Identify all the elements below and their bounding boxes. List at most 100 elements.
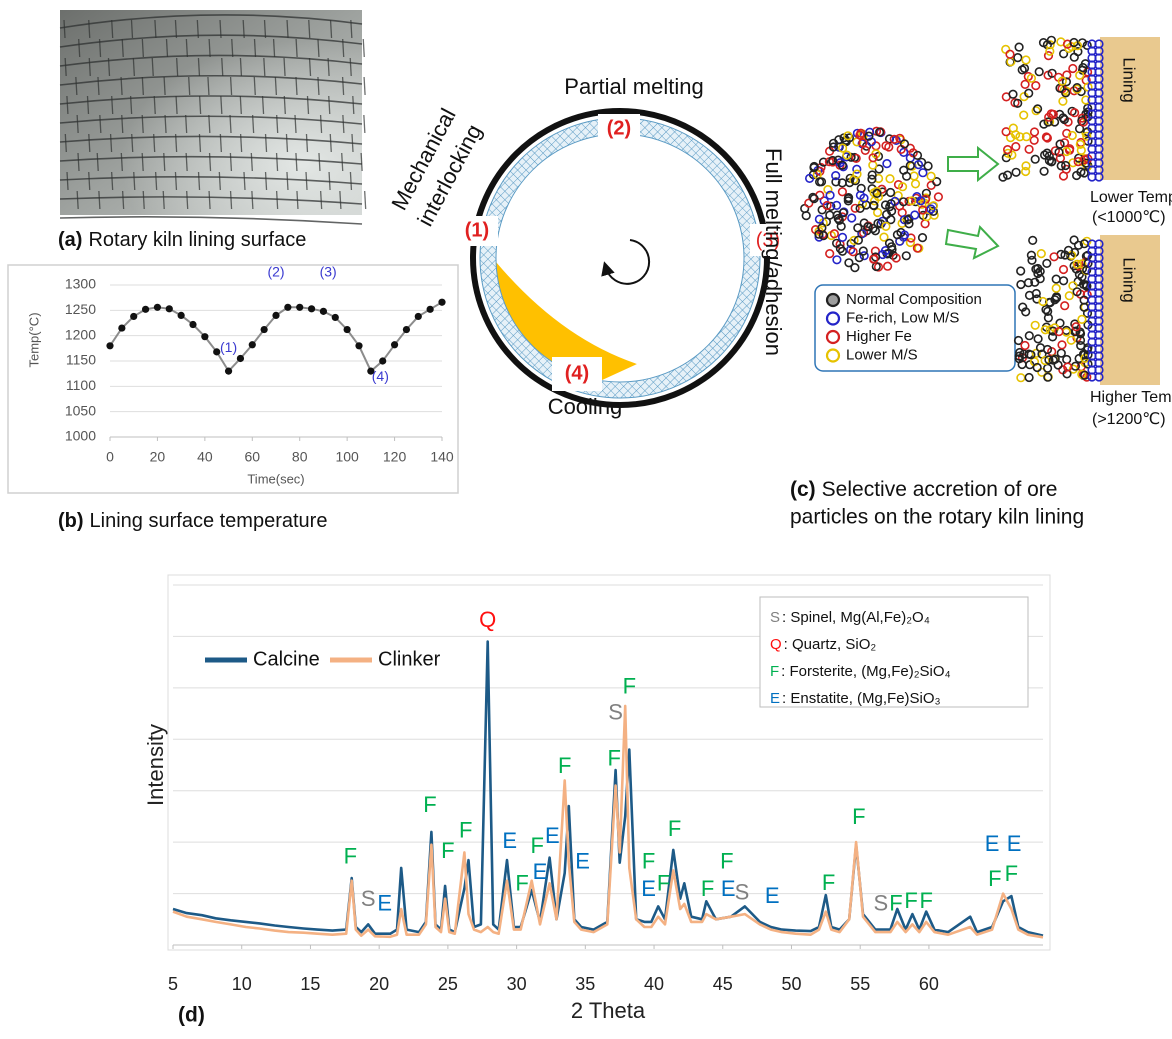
particle (926, 204, 936, 214)
particle (852, 164, 862, 174)
brick-joint (88, 133, 91, 153)
panel-c-caption: (c) Selective accretion of ore (790, 478, 1057, 501)
particle (1020, 166, 1031, 177)
particle (1030, 320, 1040, 330)
series-line (172, 704, 1044, 939)
phase-name: : Spinel, Mg(Al,Fe)₂O₄ (782, 609, 930, 626)
particle (1048, 355, 1058, 365)
particle (1031, 80, 1041, 91)
brick-joint (97, 76, 100, 96)
particle (1024, 372, 1034, 383)
lining-label: Lining (1120, 257, 1139, 302)
brick-joint (327, 57, 330, 77)
particle (874, 164, 884, 174)
particle (1034, 67, 1044, 77)
particle (1060, 160, 1071, 171)
particle (886, 215, 896, 225)
particle (816, 177, 827, 187)
brick-joint (197, 57, 201, 77)
stage-number: (4) (565, 362, 589, 384)
particle (1014, 351, 1024, 361)
lining (1100, 37, 1160, 180)
marker (272, 311, 280, 319)
particle (1016, 279, 1026, 290)
brick-joint (59, 115, 363, 125)
particle (809, 194, 819, 204)
particle (881, 209, 892, 220)
brick-joint (66, 95, 69, 115)
particle (1062, 128, 1072, 138)
legend-label: Normal Composition (846, 291, 982, 308)
particle (905, 161, 915, 171)
brick-joint (283, 57, 286, 77)
brick-joint (59, 176, 363, 185)
particle (1016, 266, 1026, 276)
brick-joint (109, 133, 113, 153)
legend-marker (825, 311, 841, 326)
cycle-diagram: (2) (1) (3) (4) Partial melting Cooling … (386, 74, 786, 419)
brick-joint (141, 114, 144, 134)
brick-joint (132, 57, 135, 77)
brick-joint (88, 57, 91, 77)
particle (1013, 52, 1023, 63)
particle (1015, 132, 1025, 142)
particle (1068, 281, 1078, 291)
brick-joint (229, 114, 232, 134)
chart-frame (7, 264, 459, 494)
particle (905, 143, 915, 153)
annotation: F (720, 849, 733, 874)
particle (1030, 154, 1040, 164)
particle (928, 206, 939, 216)
particle (901, 171, 912, 181)
temp-label: Lower Temp. (1090, 189, 1172, 206)
marker (296, 303, 304, 311)
panel-label: (b) (58, 510, 84, 532)
brick-joint (208, 152, 212, 172)
marker (414, 312, 422, 321)
annotation: F (668, 816, 681, 841)
temp-range: (>1200℃) (1092, 411, 1166, 428)
particle (921, 188, 932, 198)
particle (918, 205, 928, 215)
brick-joint (339, 190, 342, 210)
brick-joint (129, 95, 133, 115)
x-tick-label: 0 (106, 449, 114, 465)
particle (818, 231, 829, 241)
phase-name: : Enstatite, (Mg,Fe)SiO₃ (782, 690, 941, 707)
temp-label: Higher Temp. (1090, 389, 1172, 406)
brick-joint (239, 133, 243, 153)
particle (1068, 63, 1078, 74)
brick-joint (231, 38, 234, 58)
brick-joint (328, 171, 331, 191)
particle (834, 135, 844, 145)
brick-joint (88, 19, 91, 39)
particle (1002, 170, 1013, 180)
particle (1041, 305, 1051, 315)
particle (1015, 347, 1025, 358)
brick-joint (76, 114, 79, 134)
particle (905, 237, 916, 248)
caption: Selective accretion of ore (822, 478, 1058, 501)
particle (1042, 363, 1053, 373)
particle (1026, 73, 1036, 83)
brick-joint (176, 57, 179, 77)
marker (177, 311, 185, 319)
stage-name: Cooling (548, 394, 623, 419)
particle (879, 232, 889, 242)
brick-joint (283, 95, 286, 115)
marker (153, 303, 162, 311)
particle (1056, 348, 1066, 358)
brick-joint (360, 152, 363, 172)
particle (910, 179, 921, 189)
phase-symbol: Q (770, 636, 782, 653)
particle (889, 134, 899, 144)
brick-joint (208, 190, 211, 210)
particle (817, 205, 827, 215)
particle (1020, 79, 1030, 89)
particle (1054, 327, 1064, 337)
particle (1058, 171, 1069, 181)
particle (822, 200, 832, 211)
particle (1028, 235, 1038, 245)
